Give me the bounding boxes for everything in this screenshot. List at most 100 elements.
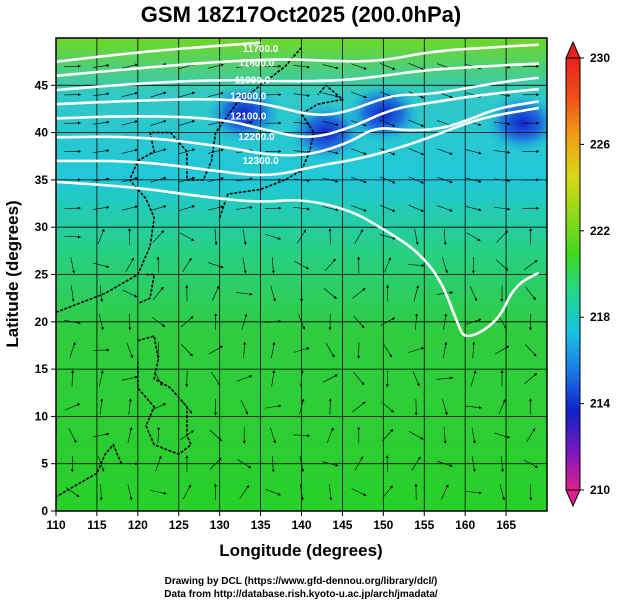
streamline-149 bbox=[442, 257, 448, 274]
streamline-94 bbox=[325, 343, 335, 358]
streamline-241 bbox=[150, 91, 167, 98]
streamline-184 bbox=[465, 205, 482, 212]
streamline-98 bbox=[443, 341, 448, 359]
x-tick-label-110: 110 bbox=[46, 518, 66, 532]
streamline-4 bbox=[182, 484, 191, 500]
streamline-128 bbox=[323, 288, 337, 299]
streamline-137 bbox=[93, 262, 110, 268]
contour-line-7 bbox=[56, 180, 540, 338]
streamline-173 bbox=[150, 205, 167, 211]
streamline-129 bbox=[352, 288, 366, 299]
streamline-266 bbox=[379, 63, 396, 70]
streamline-49 bbox=[494, 432, 511, 439]
streamline-152 bbox=[523, 260, 538, 270]
streamline-58 bbox=[264, 404, 282, 409]
streamline-176 bbox=[236, 205, 253, 210]
streamline-84 bbox=[524, 372, 538, 384]
streamline-183 bbox=[437, 205, 453, 212]
y-tick-label-45: 45 bbox=[35, 78, 49, 92]
streamline-222 bbox=[93, 120, 110, 125]
contour-label-5: 12200.0 bbox=[238, 132, 275, 143]
streamline-70 bbox=[121, 375, 139, 381]
streamline-247 bbox=[322, 92, 339, 98]
streamline-207 bbox=[150, 148, 167, 155]
y-axis-ticks: 0 5 10 15 20 25 30 35 40 45 bbox=[35, 78, 56, 518]
credit-data: Data from http://database.rish.kyoto-u.a… bbox=[164, 589, 438, 600]
streamline-66 bbox=[498, 399, 506, 415]
streamline-141 bbox=[207, 262, 224, 269]
y-tick-label-10: 10 bbox=[35, 409, 49, 423]
streamline-145 bbox=[324, 258, 336, 272]
colorbar-bottom-triangle bbox=[565, 489, 581, 508]
streamline-180 bbox=[351, 205, 367, 212]
contour-line-6 bbox=[56, 106, 540, 177]
streamline-75 bbox=[271, 370, 276, 387]
streamline-120 bbox=[99, 285, 104, 302]
streamline-133 bbox=[469, 286, 478, 302]
x-tick-label-150: 150 bbox=[373, 518, 393, 532]
streamline-248 bbox=[351, 91, 367, 99]
streamline-154 bbox=[97, 228, 105, 245]
streamline-143 bbox=[271, 257, 275, 274]
x-tick-label-155: 155 bbox=[414, 518, 434, 532]
streamline-46 bbox=[408, 431, 424, 440]
streamline-135 bbox=[525, 286, 536, 301]
x-tick-label-115: 115 bbox=[87, 518, 107, 532]
streamline-101 bbox=[524, 344, 537, 357]
streamline-43 bbox=[326, 427, 334, 443]
streamline-179 bbox=[322, 206, 339, 212]
streamline-87 bbox=[126, 342, 134, 359]
streamline-216 bbox=[408, 148, 425, 156]
contour-line-5 bbox=[56, 100, 540, 157]
streamline-78 bbox=[353, 372, 365, 386]
streamline-61 bbox=[352, 401, 366, 413]
low-area-3 bbox=[484, 93, 547, 154]
streamline-158 bbox=[214, 228, 218, 246]
streamline-138 bbox=[125, 257, 134, 273]
streamline-239 bbox=[93, 92, 110, 97]
streamline-50 bbox=[526, 428, 536, 443]
streamline-9 bbox=[329, 484, 333, 501]
streamline-142 bbox=[242, 257, 247, 274]
streamline-124 bbox=[212, 285, 220, 301]
streamline-85 bbox=[69, 342, 76, 358]
streamline-153 bbox=[64, 235, 81, 239]
streamline-226 bbox=[207, 120, 224, 126]
streamline-174 bbox=[179, 205, 196, 211]
streamline-264 bbox=[322, 64, 339, 70]
streamline-35 bbox=[93, 432, 110, 438]
coastline-3 bbox=[137, 334, 193, 456]
streamline-36 bbox=[127, 426, 133, 444]
streamline-257 bbox=[121, 63, 138, 69]
streamline-136 bbox=[70, 257, 75, 274]
streamline-15 bbox=[499, 484, 505, 501]
streamline-209 bbox=[207, 148, 224, 154]
x-tick-label-125: 125 bbox=[169, 518, 189, 532]
streamline-225 bbox=[179, 120, 196, 126]
streamline-45 bbox=[381, 428, 394, 442]
colorbar-label-214: 214 bbox=[590, 397, 610, 411]
colorbar-label-230: 230 bbox=[590, 51, 610, 65]
streamline-52 bbox=[99, 398, 104, 415]
streamline-175 bbox=[207, 205, 224, 211]
streamline-14 bbox=[465, 490, 482, 495]
streamline-208 bbox=[179, 148, 196, 155]
streamline-260 bbox=[207, 63, 224, 69]
streamline-140 bbox=[182, 257, 192, 272]
streamline-1 bbox=[99, 484, 103, 501]
contour-line-2 bbox=[56, 62, 539, 92]
streamline-3 bbox=[150, 490, 167, 495]
contour-label-6: 12300.0 bbox=[243, 156, 280, 167]
streamline-240 bbox=[121, 91, 138, 97]
streamline-2 bbox=[127, 484, 133, 501]
streamline-181 bbox=[379, 204, 396, 212]
streamline-69 bbox=[99, 370, 104, 387]
streamline-182 bbox=[408, 204, 425, 212]
colorbar-label-218: 218 bbox=[590, 310, 610, 324]
streamline-41 bbox=[270, 427, 276, 444]
streamline-131 bbox=[413, 285, 419, 302]
contour-label-0: 11700.0 bbox=[243, 44, 279, 55]
streamline-148 bbox=[408, 263, 425, 267]
y-tick-label-40: 40 bbox=[35, 126, 49, 140]
x-axis-label: Longitude (degrees) bbox=[219, 541, 382, 560]
